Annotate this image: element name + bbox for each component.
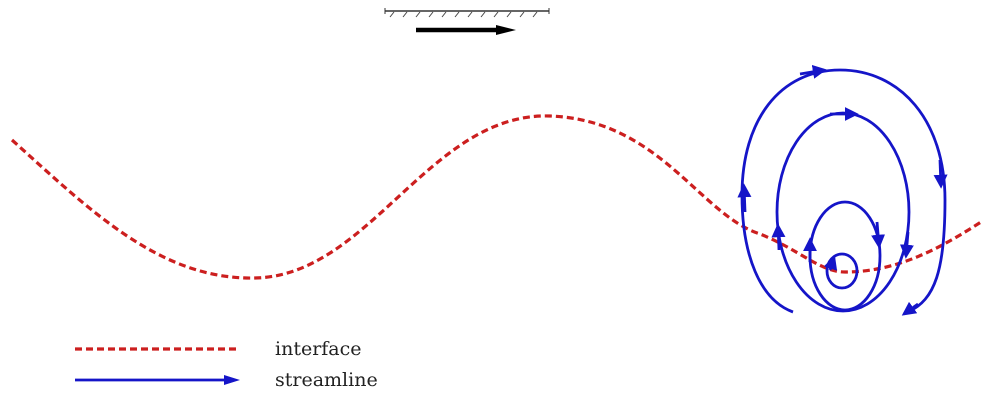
interface-curve — [10, 114, 981, 280]
wall-direction-arrow-icon — [416, 25, 516, 35]
streamline-outer-arrow-top — [799, 64, 827, 79]
streamline-loop-4-arrow — [823, 255, 838, 271]
legend: interface streamline — [75, 338, 378, 391]
streamline-loop-2-arrow-left — [771, 223, 786, 251]
streamline-outer — [740, 68, 947, 314]
streamline-loop-3 — [808, 200, 882, 312]
moving-wall-icon — [384, 8, 550, 18]
streamline-loop-4 — [825, 252, 859, 290]
legend-streamline-label: streamline — [275, 369, 378, 391]
streamline-outer-arrow-right — [933, 159, 948, 189]
streamline-loop-3-arrow-right — [871, 221, 886, 249]
streamline-loop-2-arrow-right — [899, 231, 914, 259]
streamline-loop-2 — [775, 111, 911, 313]
legend-streamline-arrowhead-icon — [224, 375, 240, 385]
streamline-outer-arrow-left — [737, 183, 752, 213]
streamlines — [737, 64, 948, 316]
streamline-outer-arrow-bottom — [901, 301, 919, 316]
legend-interface-label: interface — [275, 338, 362, 360]
